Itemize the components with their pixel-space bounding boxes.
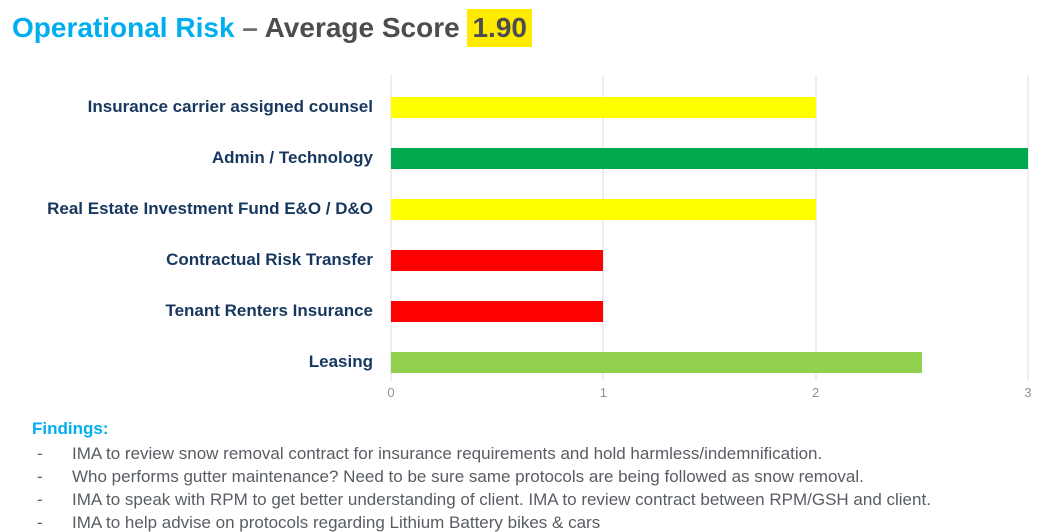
bar [391,198,816,220]
operational-risk-bar-chart: Insurance carrier assigned counsel Admin … [0,75,1040,401]
bar-row [391,75,1028,126]
findings-section: Findings: - IMA to review snow removal co… [32,419,1040,532]
bar [391,351,922,373]
bars-column [391,75,1028,381]
bar-row [391,279,1028,330]
category-label: Leasing [308,352,373,371]
gridline [815,75,817,381]
finding-item: - IMA to speak with RPM to get better und… [32,488,1040,511]
category-label: Contractual Risk Transfer [166,250,373,269]
finding-item: - IMA to help advise on protocols regardi… [32,511,1040,532]
bar-row [391,228,1028,279]
findings-title: Findings: [32,419,109,438]
chart-body: Insurance carrier assigned counsel Admin … [0,75,1029,381]
axis-tick-label: 2 [812,385,820,400]
gridline [602,75,604,381]
gridline [390,75,392,381]
finding-text: IMA to help advise on protocols regardin… [72,513,601,532]
bullet-dash: - [37,490,43,509]
bar [391,147,1028,169]
finding-text: IMA to speak with RPM to get better unde… [72,490,931,509]
title-rest: Average Score [264,12,460,43]
title-accent: Operational Risk [12,12,235,43]
plot-area [390,75,1029,381]
bar [391,96,816,118]
gridline [1027,75,1029,381]
category-label: Real Estate Investment Fund E&O / D&O [47,199,373,218]
bar-row [391,330,1028,381]
category-label: Insurance carrier assigned counsel [87,97,373,116]
bullet-dash: - [37,444,43,463]
bar-row [391,177,1028,228]
average-score-highlight: 1.90 [467,9,532,47]
axis-tick-label: 3 [1024,385,1032,400]
finding-item: - Who performs gutter maintenance? Need t… [32,465,1040,488]
bullet-dash: - [37,467,43,486]
findings-list: - IMA to review snow removal contract for… [32,442,1040,532]
category-labels-column: Insurance carrier assigned counsel Admin … [0,75,391,381]
bar [391,249,604,271]
finding-text: IMA to review snow removal contract for … [72,444,823,463]
bar-row [391,126,1028,177]
title-separator: – [242,12,258,43]
axis-tick-label: 1 [599,385,607,400]
category-label: Admin / Technology [211,148,373,167]
axis-tick-label: 0 [387,385,395,400]
page-title: Operational Risk – Average Score 1.90 [0,0,1040,47]
finding-text: Who performs gutter maintenance? Need to… [72,467,864,486]
finding-item: - IMA to review snow removal contract for… [32,442,1040,465]
bar [391,300,604,322]
category-label: Tenant Renters Insurance [165,301,373,320]
x-axis: 0 1 2 3 [387,385,1032,401]
bullet-dash: - [37,513,43,532]
